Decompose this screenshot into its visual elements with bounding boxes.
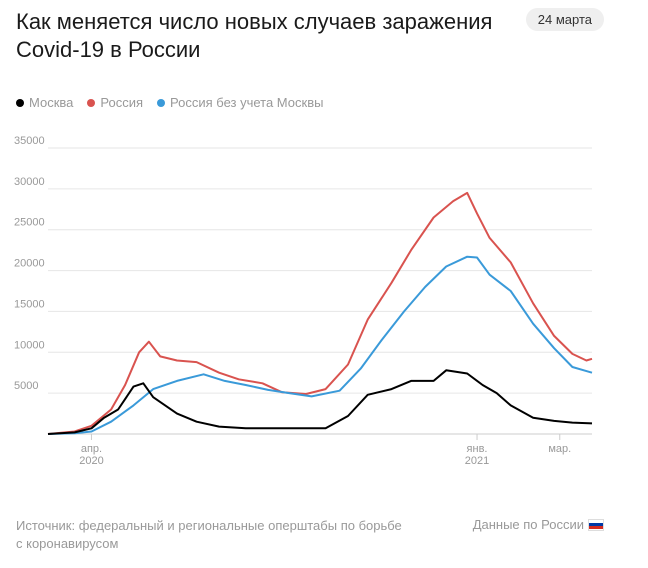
y-tick-label: 25000 <box>14 217 45 229</box>
legend: Москва Россия Россия без учета Москвы <box>16 95 323 110</box>
y-tick-label: 15000 <box>14 298 45 310</box>
series-line-1 <box>47 255 593 435</box>
legend-item-moscow[interactable]: Москва <box>16 95 73 110</box>
legend-item-russia-ex-moscow[interactable]: Россия без учета Москвы <box>157 95 323 110</box>
page-title: Как меняется число новых случаев заражен… <box>16 9 493 62</box>
russia-flag-icon <box>588 518 604 531</box>
y-tick-label: 5000 <box>14 380 38 392</box>
y-tick-label: 30000 <box>14 176 45 188</box>
line-chart: 5000100001500020000250003000035000апр.20… <box>14 135 593 467</box>
x-tick-year-label: 2020 <box>79 455 103 467</box>
russia-data-link-label: Данные по России <box>472 517 584 532</box>
legend-label-russia-ex-moscow: Россия без учета Москвы <box>170 95 324 110</box>
x-tick-label: мар. <box>548 443 571 455</box>
legend-dot-russia-ex-moscow <box>157 98 166 107</box>
legend-label-moscow: Москва <box>29 95 74 110</box>
legend-dot-moscow <box>16 98 24 107</box>
legend-label-russia: Россия <box>100 95 144 110</box>
x-tick-year-label: 2021 <box>465 455 489 467</box>
legend-item-russia[interactable]: Россия <box>87 95 143 110</box>
legend-dot-russia <box>87 98 96 107</box>
y-tick-label: 10000 <box>14 339 45 351</box>
russia-data-link[interactable]: Данные по России <box>473 517 604 532</box>
series-line-2 <box>47 369 593 435</box>
date-badge: 24 марта <box>525 8 604 31</box>
x-tick-label: апр. <box>81 443 102 455</box>
series-line-0 <box>47 191 593 435</box>
y-tick-label: 35000 <box>14 135 45 147</box>
source-note: Источник: федеральный и региональные опе… <box>16 518 402 551</box>
x-tick-label: янв. <box>467 443 488 455</box>
y-tick-label: 20000 <box>14 258 45 270</box>
